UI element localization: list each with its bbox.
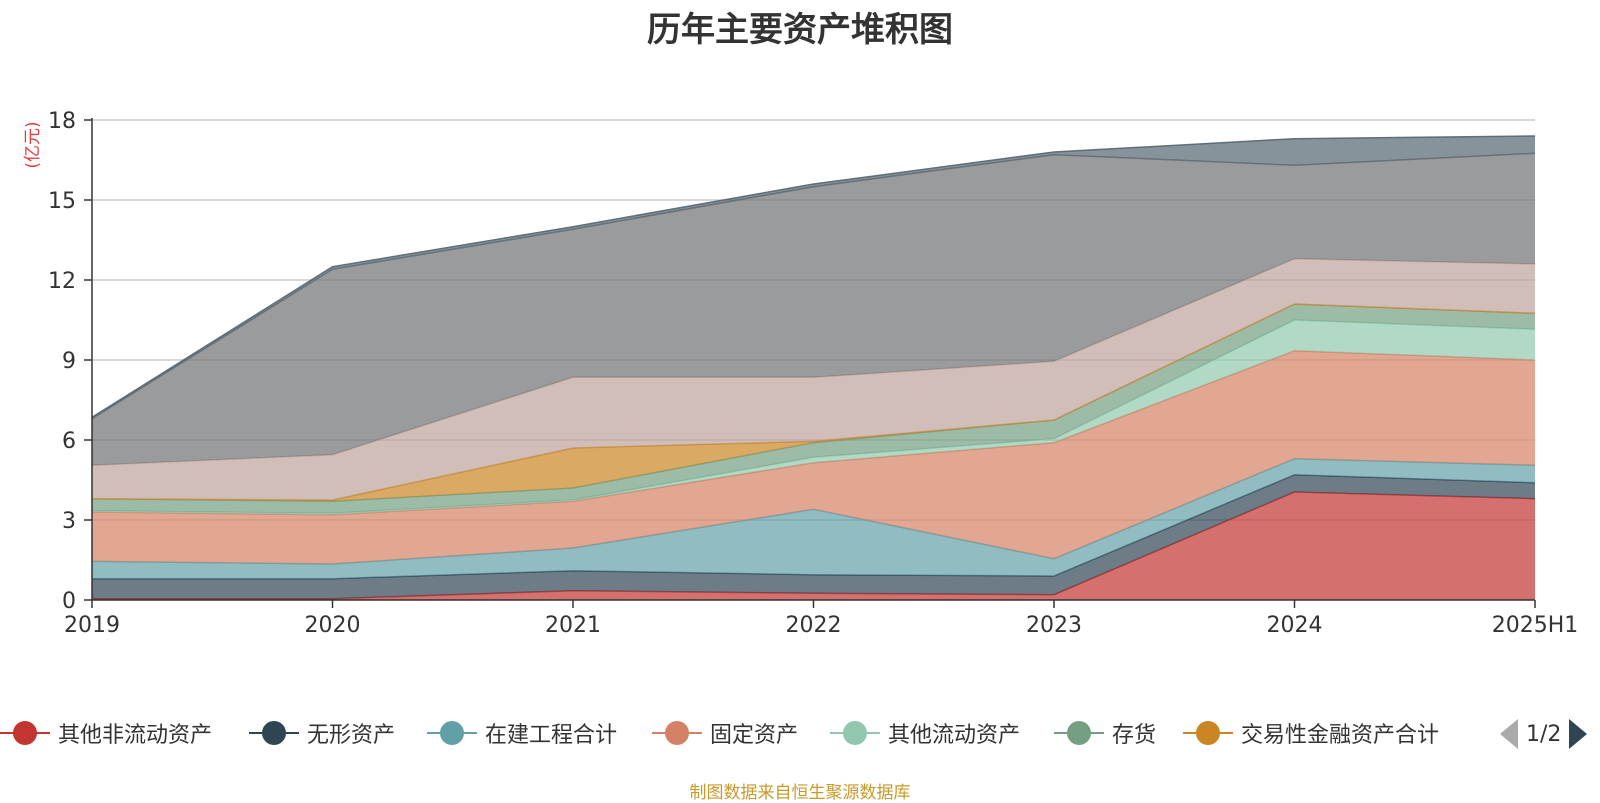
next-page-icon[interactable]: [1569, 719, 1588, 749]
legend-item[interactable]: 固定资产: [652, 715, 798, 751]
legend-label: 其他流动资产: [888, 723, 1021, 748]
legend-label: 固定资产: [710, 723, 799, 748]
legend-marker-icon: [1054, 720, 1104, 746]
legend-label: 其他非流动资产: [58, 723, 213, 748]
area-series-8[interactable]: [92, 153, 1535, 466]
legend-item[interactable]: 交易性金融资产合计: [1183, 715, 1439, 751]
x-tick-label: 2024: [1267, 613, 1323, 638]
area-series-4[interactable]: [92, 320, 1535, 515]
legend: 其他非流动资产 无形资产 在建工程合计 固定资产 其他流动资产 存货 交易性金融资产合计: [0, 715, 1600, 751]
legend-label: 交易性金融资产合计: [1241, 723, 1440, 748]
legend-marker-icon: [1183, 720, 1233, 746]
y-tick-label: 15: [48, 189, 76, 214]
legend-pager: 1/2: [1500, 718, 1588, 750]
y-tick-label: 18: [48, 109, 76, 134]
legend-item[interactable]: 其他非流动资产: [0, 715, 212, 751]
y-tick-label: 0: [62, 589, 76, 614]
x-tick-label: 2019: [64, 613, 120, 638]
area-series-1[interactable]: [92, 474, 1535, 599]
prev-page-icon[interactable]: [1500, 719, 1518, 749]
legend-marker-icon: [0, 720, 50, 746]
area-series-7[interactable]: [92, 258, 1535, 500]
x-tick-labels: 2019 2020 2021 2022 2023 2024 2025H1: [64, 600, 1578, 638]
x-tick-label: 2023: [1026, 613, 1082, 638]
legend-label: 在建工程合计: [485, 723, 618, 748]
legend-item[interactable]: 其他流动资产: [830, 715, 1020, 751]
x-tick-label: 2022: [786, 613, 842, 638]
y-tick-label: 6: [62, 429, 76, 454]
chart-area: 0 3 6 9 12 15 18 2019 2020 2021 2022 2023 2024 2025H…: [23, 109, 1578, 638]
y-axis-unit-label: (亿元): [23, 121, 43, 168]
stacked-areas: [91, 135, 1536, 600]
data-source-note: 制图数据来自恒生聚源数据库: [689, 783, 911, 803]
x-tick-label: 2025H1: [1492, 613, 1579, 638]
y-tick-labels: 0 3 6 9 12 15 18: [48, 109, 92, 614]
legend-marker-icon: [652, 720, 702, 746]
y-tick-label: 12: [48, 269, 76, 294]
legend-item[interactable]: 在建工程合计: [427, 715, 617, 751]
area-series-3[interactable]: [92, 350, 1535, 564]
legend-marker-icon: [427, 720, 477, 746]
legend-marker-icon: [249, 720, 299, 746]
legend-item[interactable]: 无形资产: [249, 715, 395, 751]
x-tick-label: 2020: [305, 613, 361, 638]
legend-label: 无形资产: [307, 723, 396, 748]
chart-title: 历年主要资产堆积图: [647, 10, 953, 50]
y-tick-label: 9: [62, 349, 76, 374]
area-series-0[interactable]: [92, 492, 1535, 600]
legend-item[interactable]: 存货: [1054, 715, 1156, 751]
page-indicator: 1/2: [1526, 721, 1562, 747]
x-tick-label: 2021: [545, 613, 601, 638]
area-series-2[interactable]: [92, 458, 1535, 579]
legend-label: 存货: [1112, 723, 1157, 748]
y-tick-label: 3: [62, 509, 76, 534]
area-edge-9: [91, 135, 1536, 418]
legend-marker-icon: [830, 720, 880, 746]
